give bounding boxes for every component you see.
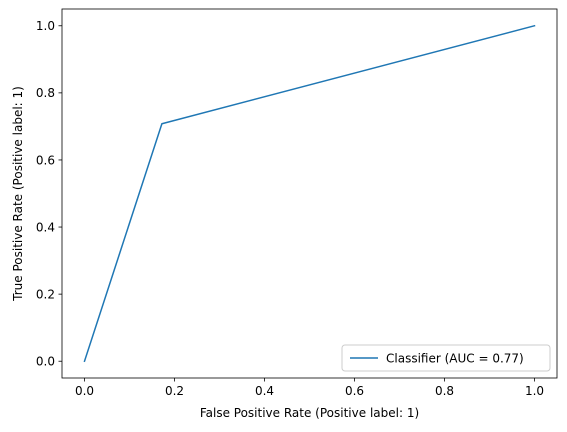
x-tick-label: 0.8	[435, 384, 454, 398]
x-axis-ticks: 0.0 0.2 0.4 0.6 0.8 1.0	[75, 378, 544, 398]
y-tick-label: 1.0	[36, 19, 55, 33]
y-axis-ticks: 0.0 0.2 0.4 0.6 0.8 1.0	[36, 19, 62, 369]
y-tick-label: 0.2	[36, 287, 55, 301]
legend-entry-label: Classifier (AUC = 0.77)	[386, 351, 524, 365]
series-line-0	[83, 24, 536, 363]
y-tick-label: 0.4	[36, 220, 55, 234]
y-axis-label: True Positive Rate (Positive label: 1)	[11, 86, 25, 302]
x-tick-label: 0.2	[165, 384, 184, 398]
plot-frame	[61, 8, 558, 379]
x-tick-label: 0.4	[255, 384, 274, 398]
y-tick-label: 0.6	[36, 153, 55, 167]
x-tick-label: 0.0	[75, 384, 94, 398]
legend: Classifier (AUC = 0.77)	[341, 344, 551, 372]
legend-box	[341, 344, 551, 372]
x-tick-label: 1.0	[525, 384, 544, 398]
y-tick-label: 0.0	[36, 355, 55, 369]
plot-area	[62, 9, 557, 378]
series-layer	[83, 24, 536, 363]
y-tick-label: 0.8	[36, 86, 55, 100]
x-axis-label: False Positive Rate (Positive label: 1)	[200, 406, 419, 420]
x-tick-label: 0.6	[345, 384, 364, 398]
